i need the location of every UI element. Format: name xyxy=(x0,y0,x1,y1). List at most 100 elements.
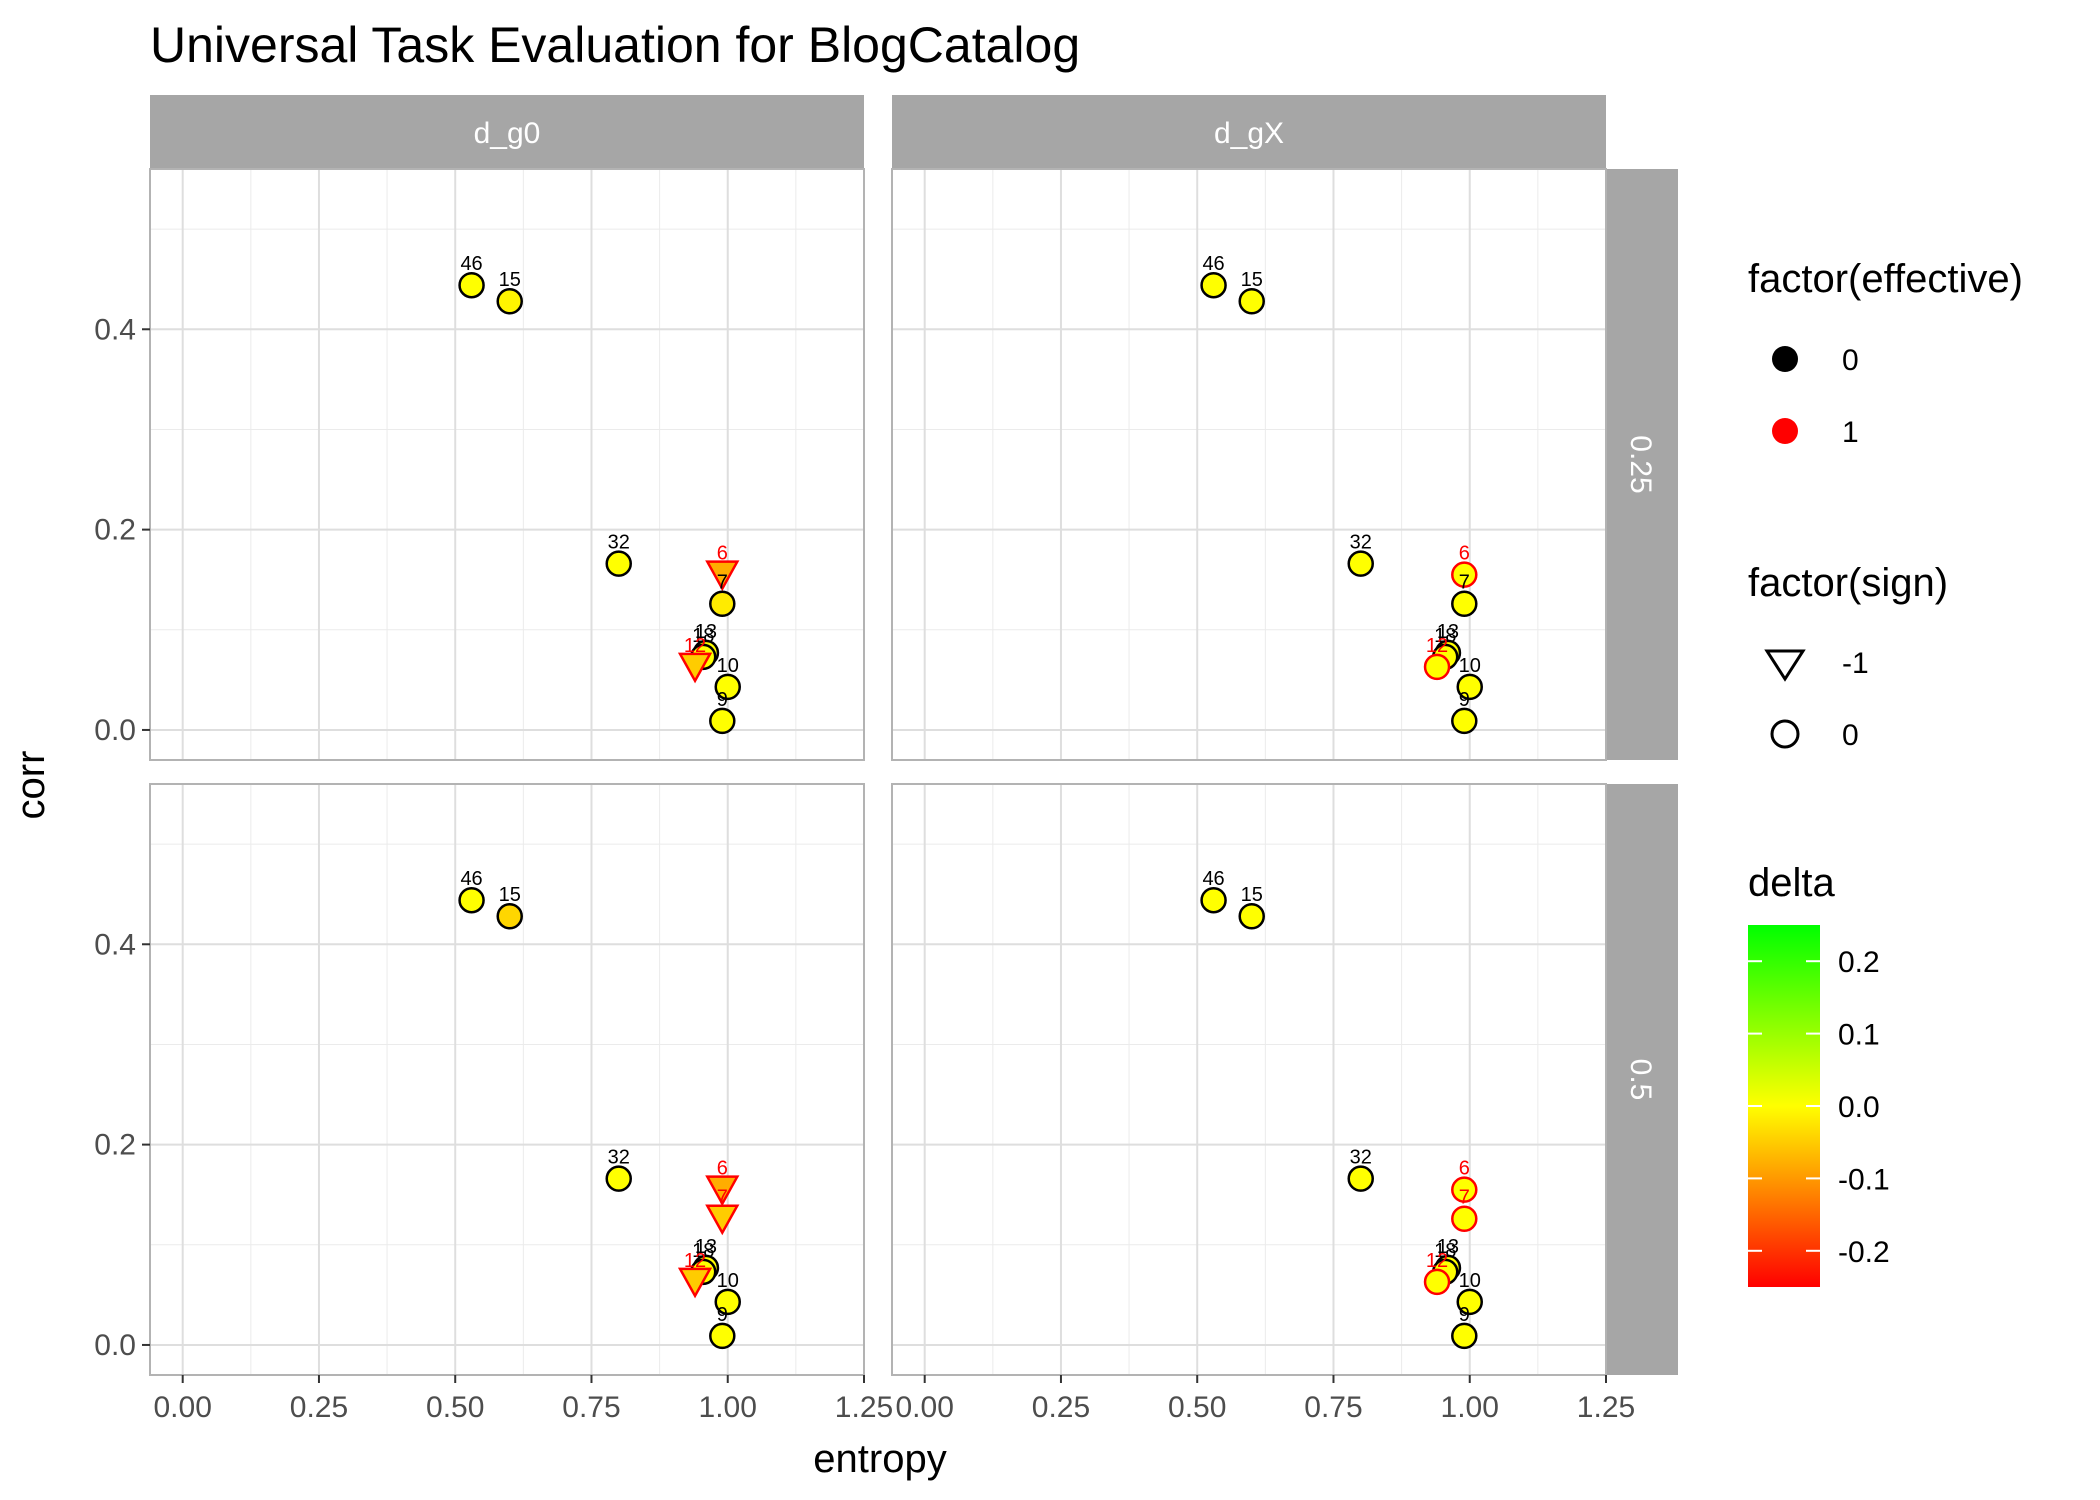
delta-tick-label: 0.2 xyxy=(1838,946,1880,979)
data-point-label-9: 9 xyxy=(1459,689,1470,711)
delta-tick-label: -0.1 xyxy=(1838,1163,1890,1196)
x-tick-label: 0.00 xyxy=(154,1391,212,1424)
y-tick-label: 0.0 xyxy=(94,1329,136,1362)
delta-tick-label: -0.2 xyxy=(1838,1236,1890,1269)
data-point-label-46: 46 xyxy=(1202,868,1224,890)
data-point-label-18: 18 xyxy=(1434,1240,1456,1262)
data-point-label-7: 7 xyxy=(717,1187,728,1209)
legend-sign-title: factor(sign) xyxy=(1748,561,1948,605)
data-point-label-46: 46 xyxy=(460,253,482,275)
data-point-label-10: 10 xyxy=(717,1270,739,1292)
data-point-label-32: 32 xyxy=(1350,1147,1372,1169)
data-point-label-9: 9 xyxy=(1459,1304,1470,1326)
facet-strip-d_g0: d_g0 xyxy=(150,95,864,169)
data-point-label-9: 9 xyxy=(717,689,728,711)
panel-background xyxy=(892,784,1606,1375)
data-point-46 xyxy=(1200,271,1227,299)
data-point-label-15: 15 xyxy=(499,884,521,906)
data-point-32 xyxy=(1347,550,1374,577)
data-point-32 xyxy=(605,550,632,577)
data-point-label-9: 9 xyxy=(717,1304,728,1326)
data-point-label-10: 10 xyxy=(717,655,739,677)
legend-effective-label-1: 1 xyxy=(1842,416,1859,449)
data-point-15 xyxy=(496,902,523,930)
data-point-label-32: 32 xyxy=(608,1147,630,1169)
data-point-label-18: 18 xyxy=(692,625,714,647)
facet-strip-bg xyxy=(892,95,1606,169)
facet-strip-label: 0.25 xyxy=(1624,435,1657,493)
chart-title: Universal Task Evaluation for BlogCatalo… xyxy=(150,17,1080,73)
facet-panels: d_g0 d_gX0.250.50.00.20.44615326713181210… xyxy=(94,95,1678,1424)
data-point-9 xyxy=(1451,1322,1478,1350)
legend-sign-label-0: -1 xyxy=(1842,647,1869,680)
x-tick-label: 1.00 xyxy=(1441,1391,1499,1424)
y-tick-label: 0.2 xyxy=(94,1129,136,1162)
facet-strip-label: 0.5 xyxy=(1624,1059,1657,1101)
facet-strip-row-0.5: 0.5 xyxy=(1606,784,1678,1375)
data-point-label-7: 7 xyxy=(1459,572,1470,594)
data-point-32 xyxy=(1347,1165,1374,1192)
panel-background xyxy=(150,784,864,1375)
data-point-46 xyxy=(458,271,485,299)
panel-border xyxy=(149,783,865,1376)
data-point-label-13: 13 xyxy=(1437,1236,1459,1258)
y-axis-title: corr xyxy=(9,751,53,820)
facet-strip-row-0.25: 0.25 xyxy=(1606,169,1678,760)
x-tick-label: 0.00 xyxy=(896,1391,954,1424)
legend-delta-title: delta xyxy=(1748,861,1835,905)
legend-sign-label-1: 0 xyxy=(1842,719,1859,752)
y-tick-label: 0.4 xyxy=(94,313,136,346)
data-point-10 xyxy=(714,673,741,701)
legend-effective-title: factor(effective) xyxy=(1748,257,2023,301)
data-point-46 xyxy=(1200,886,1227,914)
data-point-7 xyxy=(705,1204,740,1236)
data-point-9 xyxy=(709,1322,736,1350)
data-point-label-6: 6 xyxy=(1459,543,1470,565)
facet-strip-bg xyxy=(150,95,864,169)
data-point-label-13: 13 xyxy=(695,621,717,643)
legend-effective-key-1 xyxy=(1772,418,1798,444)
data-point-12 xyxy=(1423,653,1451,681)
data-point-7 xyxy=(1451,1205,1478,1232)
legend-effective-key-0 xyxy=(1772,346,1798,372)
data-point-label-15: 15 xyxy=(1241,269,1263,291)
x-tick-label: 0.50 xyxy=(426,1391,484,1424)
data-point-10 xyxy=(1456,1288,1483,1316)
data-point-label-10: 10 xyxy=(1459,1270,1481,1292)
x-tick-label: 0.25 xyxy=(1032,1391,1090,1424)
data-point-label-18: 18 xyxy=(1434,625,1456,647)
legend-effective-label-0: 0 xyxy=(1842,344,1859,377)
legend-sign-key-circle xyxy=(1770,719,1800,749)
data-point-10 xyxy=(1456,673,1483,701)
data-point-15 xyxy=(1238,902,1265,930)
data-point-label-46: 46 xyxy=(1202,253,1224,275)
data-point-label-13: 13 xyxy=(1437,621,1459,643)
x-tick-label: 1.25 xyxy=(835,1391,893,1424)
data-point-15 xyxy=(1238,287,1265,315)
data-point-9 xyxy=(709,707,736,735)
x-tick-label: 0.75 xyxy=(1304,1391,1362,1424)
data-point-6 xyxy=(705,560,740,592)
x-axis-title: entropy xyxy=(813,1437,946,1481)
data-point-32 xyxy=(605,1165,632,1192)
data-point-label-32: 32 xyxy=(608,532,630,554)
delta-tick-label: 0.1 xyxy=(1838,1019,1880,1052)
facet-strip-bg xyxy=(1606,784,1678,1375)
data-point-12 xyxy=(677,652,713,684)
data-point-label-13: 13 xyxy=(695,1236,717,1258)
panel-border xyxy=(149,168,865,761)
x-tick-label: 1.00 xyxy=(699,1391,757,1424)
legend-delta-ticks: 0.2 0.1 0.0 -0.1 -0.2 xyxy=(1748,946,1890,1269)
data-point-46 xyxy=(458,886,485,914)
legend-sign-key-triangle xyxy=(1764,649,1806,682)
data-point-6 xyxy=(1451,1176,1478,1203)
data-point-9 xyxy=(1451,707,1478,735)
data-point-7 xyxy=(709,590,736,617)
data-point-12 xyxy=(677,1267,713,1299)
data-point-12 xyxy=(1423,1268,1451,1296)
data-point-label-7: 7 xyxy=(1459,1187,1470,1209)
delta-tick-label: 0.0 xyxy=(1838,1091,1880,1124)
